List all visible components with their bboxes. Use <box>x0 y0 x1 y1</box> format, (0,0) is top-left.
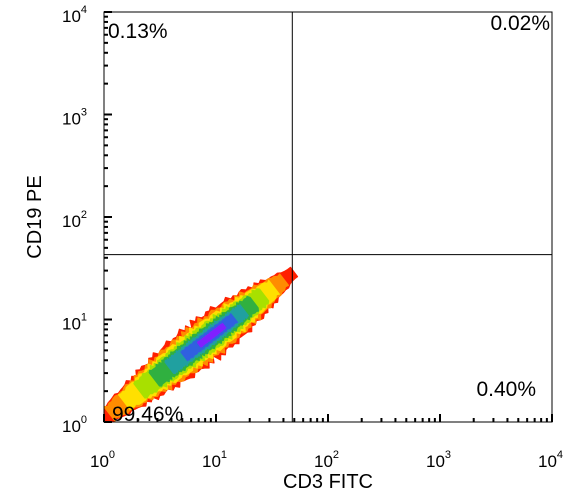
y-tick-label: 103 <box>62 107 87 129</box>
x-axis-ticks <box>103 414 553 422</box>
x-tick-label: 103 <box>426 449 451 471</box>
quadrant-lower-left-percent: 99.46% <box>112 403 183 426</box>
y-axis-ticks <box>104 11 112 423</box>
quadrant-upper-left-percent: 0.13% <box>108 20 168 43</box>
x-tick-label: 102 <box>314 449 339 471</box>
x-tick-label: 100 <box>90 449 115 471</box>
y-tick-label: 100 <box>62 414 87 436</box>
y-tick-label: 101 <box>62 312 87 334</box>
y-axis-title: CD19 PE <box>24 175 46 258</box>
density-band-7 <box>197 322 227 348</box>
density-cloud <box>104 266 299 422</box>
quadrant-upper-right-percent: 0.02% <box>490 12 550 35</box>
y-axis-tick-labels: 100 101 102 103 104 <box>62 4 87 436</box>
x-axis-tick-labels: 100 101 102 103 104 <box>90 449 563 471</box>
x-tick-label: 104 <box>538 449 563 471</box>
x-axis-title: CD3 FITC <box>283 471 373 493</box>
y-tick-label: 102 <box>62 209 87 231</box>
x-tick-label: 101 <box>202 449 227 471</box>
quadrant-gate-lines <box>104 12 552 422</box>
y-tick-label: 104 <box>62 4 87 26</box>
quadrant-lower-right-percent: 0.40% <box>476 378 536 401</box>
